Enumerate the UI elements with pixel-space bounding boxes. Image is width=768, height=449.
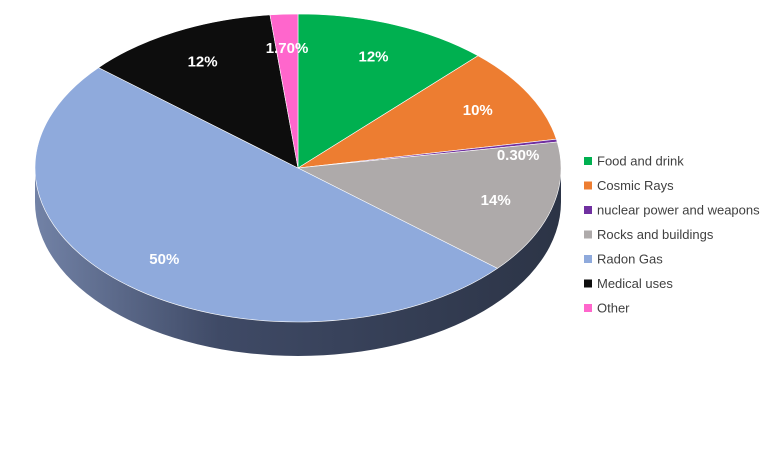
- data-label-radon-gas: 50%: [149, 251, 179, 268]
- legend-swatch-nuclear-power-and-weapons: [584, 206, 592, 214]
- legend-swatch-medical-uses: [584, 279, 592, 288]
- pie-slices: [34, 13, 562, 323]
- legend-label-nuclear-power-and-weapons: nuclear power and weapons: [597, 203, 760, 218]
- pie-slice-radon-gas: [34, 67, 499, 323]
- legend-swatch-rocks-and-buildings: [584, 230, 592, 239]
- pie-slice-cosmic-rays: [297, 55, 557, 169]
- legend-item-rocks-and-buildings: Rocks and buildings: [584, 227, 714, 242]
- legend-item-cosmic-rays: Cosmic Rays: [584, 178, 674, 193]
- pie-slice-medical-uses: [97, 14, 299, 169]
- data-label-nuclear-power-and-weapons: 0.30%: [497, 147, 540, 164]
- pie-slice-rocks-and-buildings: [296, 141, 562, 269]
- legend-swatch-other: [584, 304, 592, 312]
- legend-label-radon-gas: Radon Gas: [597, 252, 663, 267]
- pie-side-wall: [35, 168, 561, 356]
- legend-swatch-radon-gas: [584, 255, 592, 263]
- legend: Food and drink Cosmic Rays nuclear power a…: [584, 154, 760, 316]
- legend-swatch-food-and-drink: [584, 157, 592, 165]
- legend-label-food-and-drink: Food and drink: [597, 154, 684, 169]
- data-labels: 12% 10% 0.30% 14% 50% 12% 1.70%: [149, 40, 539, 268]
- legend-label-cosmic-rays: Cosmic Rays: [597, 178, 674, 193]
- legend-label-rocks-and-buildings: Rocks and buildings: [597, 227, 714, 242]
- legend-item-radon-gas: Radon Gas: [584, 252, 663, 267]
- legend-item-nuclear-power-and-weapons: nuclear power and weapons: [584, 203, 760, 218]
- legend-label-other: Other: [597, 301, 630, 316]
- data-label-rocks-and-buildings: 14%: [481, 192, 511, 209]
- data-label-other: 1.70%: [266, 40, 309, 57]
- pie-slice-other: [269, 13, 299, 169]
- data-label-cosmic-rays: 10%: [463, 102, 493, 119]
- data-label-medical-uses: 12%: [188, 54, 218, 71]
- data-label-food-and-drink: 12%: [359, 48, 389, 65]
- legend-label-medical-uses: Medical uses: [597, 276, 673, 291]
- legend-item-food-and-drink: Food and drink: [584, 154, 684, 169]
- pie-slice-food-and-drink: [297, 13, 479, 169]
- legend-swatch-cosmic-rays: [584, 181, 592, 190]
- legend-item-medical-uses: Medical uses: [584, 276, 673, 291]
- legend-item-other: Other: [584, 301, 630, 316]
- pie-side-layer: [35, 168, 561, 356]
